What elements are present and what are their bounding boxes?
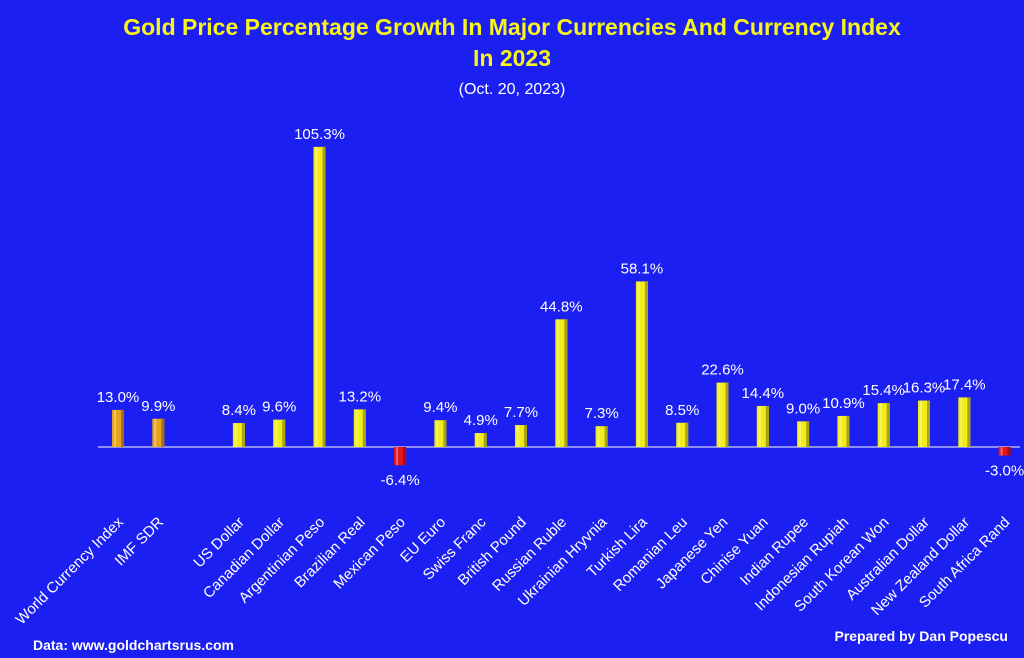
bar-highlight-ukrainian-hryvnia: [597, 426, 600, 447]
bar-swiss-franc: [474, 433, 487, 447]
bar-turkish-lira: [635, 281, 648, 447]
data-label-chinise-yuan: 14.4%: [742, 385, 785, 402]
footer-credit: Prepared by Dan Popescu: [834, 628, 1008, 644]
bar-front-south-africa-rand: [998, 447, 1011, 456]
bar-ukrainian-hryvnia: [595, 426, 608, 447]
bar-shade-indian-rupee: [806, 421, 810, 447]
data-label-indonesian-rupiah: 10.9%: [822, 395, 865, 412]
bar-shade-argentinian-peso: [322, 146, 326, 447]
data-label-australian-dollar: 16.3%: [903, 380, 946, 397]
bar-shade-brazilian-real: [362, 409, 366, 447]
bar-shade-imf-sdr: [161, 418, 165, 447]
bar-highlight-south-korean-won: [879, 403, 882, 447]
bar-new-zealand-dollar: [958, 397, 971, 447]
bar-shade-ukrainian-hryvnia: [604, 426, 608, 447]
bar-south-korean-won: [877, 403, 890, 447]
bar-world-currency-index: [112, 409, 124, 447]
data-label-canadian-dollar: 9.6%: [262, 399, 296, 416]
chart-title: Gold Price Percentage Growth In Major Cu…: [123, 14, 901, 40]
footer-source: Data: www.goldchartsrus.com: [33, 637, 234, 653]
bar-highlight-indian-rupee: [799, 421, 802, 447]
bar-highlight-russian-ruble: [557, 319, 560, 447]
data-label-eu-euro: 9.4%: [423, 399, 457, 416]
data-label-new-zealand-dollar: 17.4%: [943, 376, 986, 393]
bar-argentinian-peso: [313, 146, 326, 447]
bar-imf-sdr: [152, 418, 165, 447]
bar-mexican-peso: [394, 447, 407, 466]
bar-shade-romanian-leu: [685, 422, 689, 447]
bar-highlight-romanian-leu: [678, 422, 681, 447]
chart-title-line2: In 2023: [473, 45, 551, 71]
bar-british-pound: [515, 425, 527, 447]
bar-shade-new-zealand-dollar: [967, 397, 971, 447]
data-label-south-africa-rand: -3.0%: [985, 463, 1024, 480]
bar-shade-british-pound: [524, 425, 527, 447]
bar-indian-rupee: [797, 421, 810, 447]
data-label-romanian-leu: 8.5%: [665, 402, 699, 419]
data-label-turkish-lira: 58.1%: [621, 260, 664, 277]
data-label-mexican-peso: -6.4%: [381, 472, 420, 489]
data-label-swiss-franc: 4.9%: [464, 412, 498, 429]
bars-group: [112, 146, 1011, 466]
bar-highlight-argentinian-peso: [315, 146, 318, 447]
data-label-brazilian-real: 13.2%: [339, 388, 382, 405]
data-label-indian-rupee: 9.0%: [786, 400, 820, 417]
bar-shade-australian-dollar: [927, 400, 930, 447]
chart-subtitle: (Oct. 20, 2023): [459, 81, 566, 98]
bar-highlight-world-currency-index: [114, 409, 116, 447]
bar-brazilian-real: [353, 409, 366, 447]
bar-highlight-eu-euro: [436, 420, 439, 447]
bar-highlight-chinise-yuan: [758, 405, 761, 447]
data-label-imf-sdr: 9.9%: [141, 398, 175, 415]
bar-highlight-brazilian-real: [355, 409, 358, 447]
bar-highlight-swiss-franc: [476, 433, 479, 447]
bar-shade-south-africa-rand: [1007, 447, 1011, 456]
data-label-us-dollar: 8.4%: [222, 402, 256, 419]
bar-highlight-japanese-yen: [718, 382, 721, 447]
bar-us-dollar: [232, 423, 245, 447]
bar-shade-chinise-yuan: [765, 405, 769, 447]
bar-south-africa-rand: [998, 447, 1011, 456]
bar-eu-euro: [434, 420, 447, 447]
bar-highlight-imf-sdr: [154, 418, 157, 447]
data-label-ukrainian-hryvnia: 7.3%: [584, 405, 618, 422]
bar-shade-eu-euro: [443, 420, 447, 447]
bar-japanese-yen: [716, 382, 729, 447]
data-label-world-currency-index: 13.0%: [97, 389, 140, 406]
bar-shade-us-dollar: [241, 423, 245, 447]
data-label-russian-ruble: 44.8%: [540, 298, 583, 315]
bar-shade-indonesian-rupiah: [846, 415, 850, 447]
bar-shade-swiss-franc: [483, 433, 487, 447]
bar-australian-dollar: [918, 400, 930, 447]
data-label-japanese-yen: 22.6%: [701, 362, 744, 379]
data-label-argentinian-peso: 105.3%: [294, 126, 345, 143]
bar-canadian-dollar: [273, 419, 286, 447]
bar-shade-russian-ruble: [564, 319, 568, 447]
bar-highlight-canadian-dollar: [275, 419, 278, 447]
bar-shade-japanese-yen: [725, 382, 729, 447]
bar-shade-south-korean-won: [886, 403, 890, 447]
bar-highlight-british-pound: [517, 425, 519, 447]
bar-highlight-us-dollar: [234, 423, 237, 447]
bar-shade-world-currency-index: [121, 409, 124, 447]
bar-highlight-mexican-peso: [396, 447, 399, 466]
bar-highlight-indonesian-rupiah: [839, 415, 842, 447]
bar-highlight-australian-dollar: [920, 400, 922, 447]
bar-romanian-leu: [676, 422, 689, 447]
bar-chinise-yuan: [756, 405, 769, 447]
bar-highlight-new-zealand-dollar: [960, 397, 963, 447]
data-label-south-korean-won: 15.4%: [862, 382, 905, 399]
bar-highlight-south-africa-rand: [1000, 447, 1003, 456]
bar-shade-turkish-lira: [644, 281, 648, 447]
data-label-british-pound: 7.7%: [504, 404, 538, 421]
bar-shade-canadian-dollar: [282, 419, 286, 447]
value-labels-group: 13.0%9.9% 8.4% 9.6% 105.3% 13.2% -6.4% 9.4% 4.9…: [97, 126, 1024, 489]
bar-russian-ruble: [555, 319, 568, 447]
bar-shade-mexican-peso: [403, 447, 407, 466]
bar-highlight-turkish-lira: [637, 281, 640, 447]
bar-indonesian-rupiah: [837, 415, 850, 447]
